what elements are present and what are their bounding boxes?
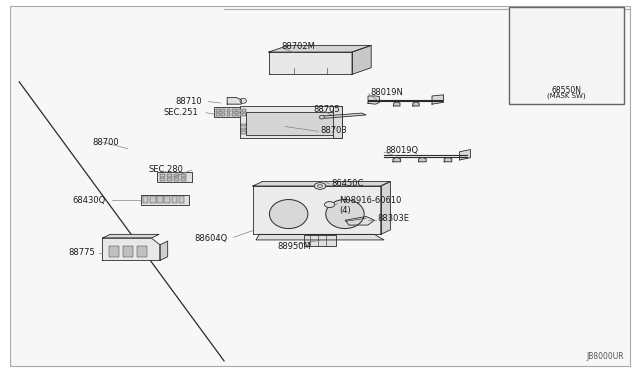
Polygon shape <box>460 150 470 160</box>
Text: 68550N: 68550N <box>552 86 581 94</box>
Bar <box>232 113 236 116</box>
Text: 88303E: 88303E <box>378 214 410 223</box>
Bar <box>237 109 241 112</box>
Text: 86450C: 86450C <box>331 179 364 187</box>
Bar <box>237 113 241 116</box>
Bar <box>164 196 170 203</box>
Bar <box>123 246 133 257</box>
Bar <box>242 113 246 116</box>
Ellipse shape <box>326 199 364 228</box>
Bar <box>214 107 250 117</box>
Text: 88702M: 88702M <box>282 42 316 51</box>
Text: N08916-60610
(4): N08916-60610 (4) <box>339 196 401 215</box>
Text: 88700: 88700 <box>93 138 120 147</box>
Bar <box>232 109 236 112</box>
Bar <box>167 174 172 177</box>
Polygon shape <box>346 217 374 225</box>
Bar <box>179 196 184 203</box>
Bar <box>143 196 148 203</box>
Polygon shape <box>253 182 390 186</box>
Bar <box>241 128 246 130</box>
Text: 88604Q: 88604Q <box>194 234 227 243</box>
Text: SEC.251: SEC.251 <box>164 108 198 117</box>
Bar <box>157 172 192 182</box>
Polygon shape <box>269 52 352 74</box>
Bar <box>221 113 225 116</box>
Bar <box>221 109 225 112</box>
Polygon shape <box>253 186 381 234</box>
Text: 88019N: 88019N <box>370 88 403 97</box>
Bar <box>160 174 165 177</box>
Bar <box>150 196 156 203</box>
Circle shape <box>324 202 335 208</box>
Text: 88950M: 88950M <box>278 242 311 251</box>
Polygon shape <box>419 157 426 162</box>
Bar <box>240 106 342 138</box>
Bar <box>181 174 186 177</box>
Polygon shape <box>160 241 168 260</box>
Text: 88019Q: 88019Q <box>385 146 419 155</box>
Bar <box>241 124 246 126</box>
Bar <box>333 106 342 138</box>
Bar <box>216 109 220 112</box>
Bar <box>172 196 177 203</box>
Bar <box>160 178 165 181</box>
Text: 88710: 88710 <box>175 97 202 106</box>
Bar <box>227 109 230 112</box>
Text: 88703: 88703 <box>320 126 347 135</box>
Polygon shape <box>368 96 380 104</box>
Bar <box>137 246 147 257</box>
Text: SEC.280: SEC.280 <box>148 165 183 174</box>
Bar <box>181 178 186 181</box>
Polygon shape <box>381 182 390 234</box>
Bar <box>141 195 189 205</box>
Text: 88705: 88705 <box>314 105 340 114</box>
Bar <box>174 174 179 177</box>
Bar <box>246 112 336 135</box>
Circle shape <box>314 183 326 189</box>
Polygon shape <box>352 45 371 74</box>
Polygon shape <box>227 97 241 104</box>
Polygon shape <box>269 45 371 52</box>
Polygon shape <box>256 234 384 240</box>
Polygon shape <box>394 102 400 106</box>
Bar <box>216 113 220 116</box>
Text: 68430Q: 68430Q <box>72 196 106 205</box>
Text: 88775: 88775 <box>68 248 95 257</box>
Bar <box>242 109 246 112</box>
Bar <box>227 113 230 116</box>
Ellipse shape <box>240 98 246 103</box>
Bar <box>157 196 163 203</box>
Bar <box>304 235 336 246</box>
Bar <box>167 178 172 181</box>
Polygon shape <box>413 102 419 106</box>
Polygon shape <box>444 157 452 162</box>
Ellipse shape <box>319 115 324 119</box>
Text: JB8000UR: JB8000UR <box>586 352 624 361</box>
Polygon shape <box>323 113 366 118</box>
Circle shape <box>317 185 323 187</box>
Bar <box>509 7 624 104</box>
Bar <box>241 131 246 134</box>
Polygon shape <box>102 238 160 260</box>
Polygon shape <box>432 95 444 104</box>
Bar <box>109 246 119 257</box>
Ellipse shape <box>269 199 308 228</box>
Polygon shape <box>393 157 401 162</box>
Polygon shape <box>102 234 159 238</box>
Text: (MASK SW): (MASK SW) <box>547 93 586 99</box>
Bar <box>174 178 179 181</box>
